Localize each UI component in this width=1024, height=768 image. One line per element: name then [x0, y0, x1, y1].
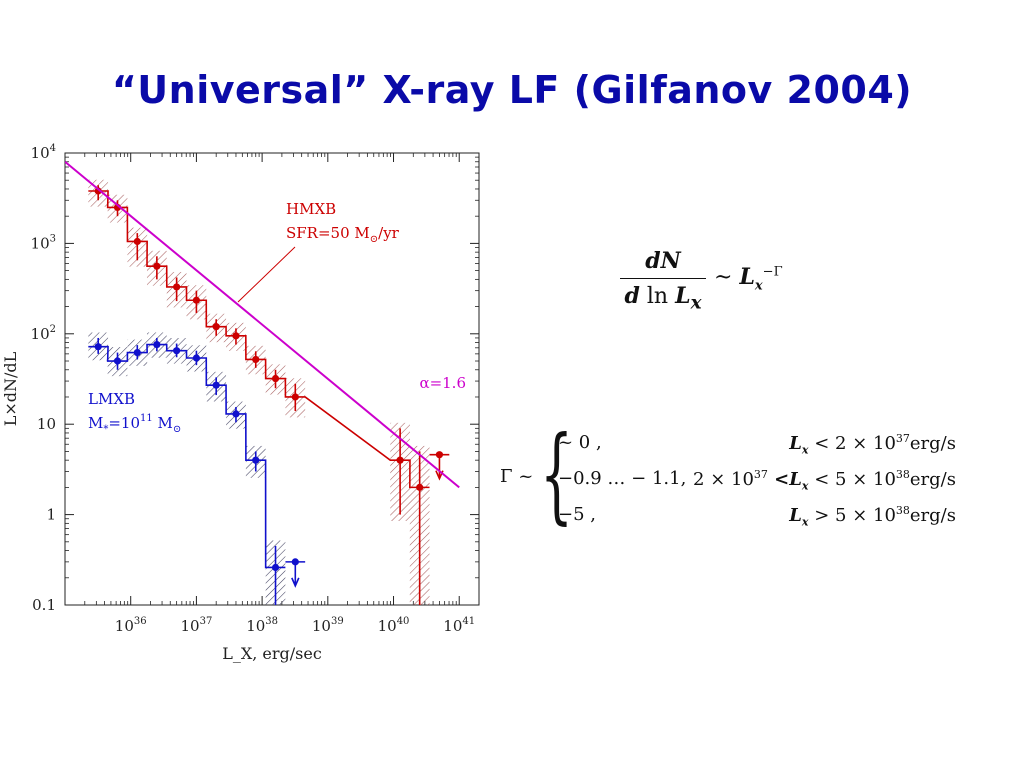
rhs-sup: −Γ	[762, 264, 783, 280]
x-tick-label: 1036	[115, 616, 147, 635]
rhs-sub: x	[754, 278, 763, 294]
x-tick-label: 1039	[312, 616, 344, 635]
y-tick-label: 102	[31, 324, 56, 343]
y-axis-label: L×dN/dL	[1, 351, 20, 426]
cases-brace: {	[540, 413, 574, 535]
gamma-cases-equation: Γ ~ { ~ 0 , Lx < 2 × 1037erg/s −0.9 … − …	[500, 422, 970, 530]
luminosity-function-chart: 1036 1037 1038 1039 1040 1041 0.1 1 10 102 103 104 L…	[1, 143, 480, 663]
cond1-unit: erg/s	[909, 433, 956, 454]
cond2-sup: 38	[895, 468, 910, 481]
data-point	[271, 563, 280, 572]
cond3-post: > 5 × 10	[814, 505, 896, 526]
data-point	[396, 456, 404, 464]
cond3-L: L	[789, 505, 802, 526]
data-point	[173, 347, 181, 355]
case-value-2: −0.9 … − 1.1,	[558, 468, 687, 489]
fraction-bar	[620, 278, 706, 279]
data-point	[271, 374, 280, 383]
cond1-sup: 37	[895, 432, 910, 445]
power-law-equation: dN d ln Lx ~ Lx−Γ	[620, 248, 800, 318]
fit-line-label: α=1.6	[419, 374, 466, 392]
y-tick-label: 1	[46, 506, 56, 524]
data-point	[252, 355, 260, 364]
cond1-L: L	[789, 433, 802, 454]
case-condition-2: 2 × 1037 <Lx < 5 × 1038erg/s	[693, 468, 956, 494]
lmxb-mass-label: M*=1011 M⊙	[88, 413, 181, 435]
data-point	[212, 381, 220, 389]
cond1-post: < 2 × 10	[814, 433, 896, 454]
cond3-sup: 38	[895, 504, 910, 517]
case-condition-1: Lx < 2 × 1037erg/s	[789, 432, 956, 458]
data-point	[133, 348, 141, 357]
cond3-sub: x	[801, 515, 809, 529]
rhs-L: L	[739, 264, 755, 290]
data-point	[232, 410, 240, 418]
plot-axes: 1036 1037 1038 1039 1040 1041 0.1 1 10 102 103 104 L…	[1, 143, 480, 663]
data-point	[94, 343, 102, 351]
data-point	[252, 456, 260, 464]
data-point	[232, 332, 240, 340]
cond2-unit: erg/s	[909, 469, 956, 490]
data-point	[192, 296, 201, 304]
upper-limit-point	[435, 451, 444, 459]
equation-denominator: d ln Lx	[620, 283, 706, 316]
data-point	[192, 354, 201, 362]
data-point	[291, 393, 299, 401]
data-point	[94, 187, 102, 195]
hmxb-label: HMXB	[286, 200, 336, 218]
x-tick-label: 1037	[180, 616, 212, 635]
step-histogram	[88, 343, 286, 569]
data-layer	[65, 160, 460, 605]
hmxb-pointer-line	[237, 246, 296, 303]
y-tick-label: 103	[31, 233, 56, 252]
data-point	[113, 357, 122, 365]
cond1-sub: x	[801, 443, 809, 457]
data-point	[133, 237, 141, 246]
y-tick-label: 10	[37, 415, 56, 433]
equation-fraction: dN d ln Lx	[620, 248, 706, 316]
case-value-1: ~ 0 ,	[558, 432, 602, 453]
cond2-sub: x	[801, 479, 809, 493]
cond2-post: < 5 × 10	[814, 469, 896, 490]
x-tick-label: 1038	[246, 616, 278, 635]
upper-limit-point	[291, 558, 299, 566]
equation-rhs: ~ Lx−Γ	[714, 264, 783, 293]
cond2-pre: 2 × 10	[693, 469, 754, 490]
den-ln: ln	[646, 284, 669, 309]
lmxb-label: LMXB	[88, 390, 135, 408]
slide-title: “Universal” X-ray LF (Gilfanov 2004)	[111, 68, 913, 112]
y-tick-label: 104	[31, 143, 56, 162]
case-condition-3: Lx > 5 × 1038erg/s	[789, 504, 956, 530]
upper-limit-arrow	[291, 577, 300, 588]
cond3-unit: erg/s	[909, 505, 956, 526]
data-point	[212, 323, 220, 331]
label-layer: α=1.6 HMXB SFR=50 M⊙/yr LMXB M*=1011 M⊙	[88, 200, 466, 435]
cond2-pre-sup: 37	[753, 468, 768, 481]
den-sub: x	[690, 292, 702, 314]
sim-sign: ~	[714, 265, 733, 290]
x-tick-label: 1040	[378, 616, 410, 635]
equation-numerator: dN	[645, 248, 681, 274]
data-point	[153, 340, 161, 349]
x-axis-label: L_X, erg/sec	[222, 644, 322, 663]
cond2-L: <L	[767, 469, 802, 490]
case-value-3: −5 ,	[558, 504, 596, 525]
data-point	[153, 262, 161, 270]
data-point	[173, 283, 181, 291]
hmxb-sfr-label: SFR=50 M⊙/yr	[286, 224, 400, 245]
data-point	[416, 483, 424, 491]
x-tick-label: 1041	[443, 616, 475, 635]
fit-line-alpha	[65, 160, 460, 489]
den-L: L	[675, 283, 691, 309]
den-d: d	[624, 283, 640, 309]
gamma-lhs: Γ ~	[500, 466, 534, 487]
y-tick-label: 0.1	[32, 596, 56, 614]
